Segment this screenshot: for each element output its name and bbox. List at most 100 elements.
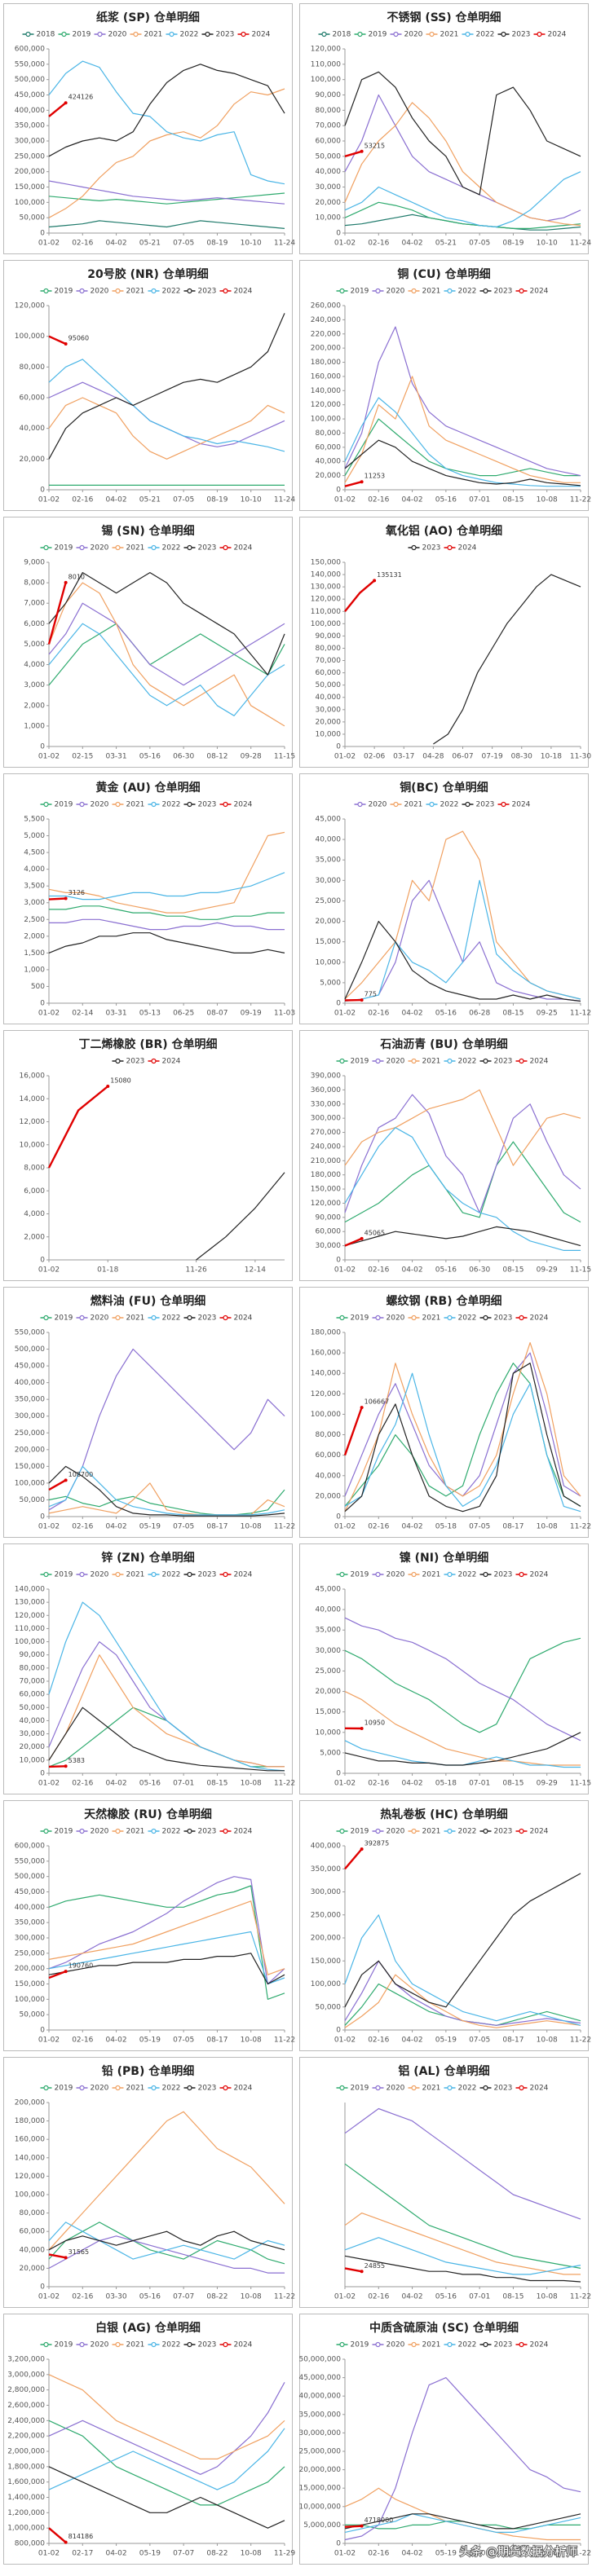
x-tick-label: 10-08	[537, 2550, 558, 2558]
y-tick-label: 100,000	[15, 1996, 45, 2004]
legend-label: 2018	[37, 31, 55, 39]
legend-marker	[519, 1828, 524, 1834]
y-tick-label: 120,000	[15, 302, 45, 310]
legend-label: 2020	[387, 1058, 405, 1066]
legend-label: 2021	[144, 31, 163, 39]
x-tick-label: 10-08	[537, 1523, 558, 1531]
panel-border	[3, 1800, 293, 2051]
series-line	[48, 2374, 285, 2459]
x-tick-label: 01-02	[38, 2550, 60, 2558]
data-label: 814186	[68, 2533, 94, 2540]
y-tick-label: 20,000,000	[298, 2466, 341, 2474]
x-tick-label: 11-12	[570, 1010, 591, 1018]
x-tick-label: 01-02	[38, 2037, 60, 2045]
legend-marker	[43, 801, 49, 808]
legend-label: 2024	[530, 1828, 549, 1836]
legend-label: 2023	[422, 544, 441, 553]
legend-label: 2020	[91, 2085, 109, 2093]
legend-label: 2020	[387, 1828, 405, 1836]
data-label: 15080	[110, 1077, 130, 1084]
y-tick-label: 0	[336, 2027, 341, 2035]
y-tick-label: 60,000	[20, 2228, 46, 2236]
y-tick-label: 50,000	[20, 214, 46, 222]
y-tick-label: 40,000,000	[298, 2393, 341, 2401]
y-tick-label: 110,000	[311, 60, 341, 68]
x-tick-label: 11-22	[570, 2550, 591, 2558]
panel-border	[299, 1800, 589, 2051]
legend-label: 2023	[494, 2085, 513, 2093]
legend-marker	[465, 31, 471, 37]
y-tick-label: 500,000	[15, 1345, 45, 1354]
legend-marker	[115, 544, 121, 551]
series-line	[344, 102, 581, 227]
y-tick-label: 150,000	[15, 1980, 45, 1988]
y-tick-label: 5,000,000	[303, 2521, 341, 2530]
y-tick-label: 6,000	[24, 1187, 45, 1196]
legend-label: 2022	[162, 544, 181, 553]
y-tick-label: 16,000	[20, 1072, 46, 1081]
legend-label: 2024	[234, 544, 253, 553]
legend-marker	[519, 1314, 524, 1321]
x-tick-label: 02-06	[364, 753, 385, 761]
legend-label: 2024	[162, 1058, 181, 1066]
panel-border	[3, 3, 293, 254]
legend-label: 2020	[91, 1314, 109, 1323]
legend-label: 2024	[234, 801, 253, 809]
x-tick-label: 05-16	[435, 1266, 457, 1275]
series-line	[48, 1465, 285, 1517]
end-marker	[64, 101, 68, 105]
x-tick-label: 04-28	[422, 753, 444, 761]
legend-label: 2024	[530, 288, 549, 296]
x-tick-label: 08-17	[502, 2037, 524, 2045]
y-tick-label: 300,000	[311, 1115, 341, 1123]
y-tick-label: 5,000	[24, 832, 45, 840]
y-tick-label: 4,000	[24, 661, 45, 669]
legend-label: 2019	[55, 288, 73, 296]
y-tick-label: 350,000	[15, 1396, 45, 1404]
legend-marker	[339, 1058, 345, 1064]
legend-marker	[519, 1058, 524, 1064]
legend-marker	[43, 288, 49, 294]
x-tick-label: 10-08	[241, 2550, 262, 2558]
data-label: 135131	[377, 571, 402, 579]
legend-marker	[151, 2341, 157, 2348]
x-tick-label: 04-02	[105, 240, 126, 248]
legend-marker	[223, 2341, 228, 2348]
y-tick-label: 2,500	[24, 916, 45, 924]
y-tick-label: 40,000	[20, 2246, 46, 2254]
panel-border	[299, 517, 589, 768]
y-tick-label: 5,000	[320, 979, 341, 987]
y-tick-label: 30,000	[316, 1242, 342, 1250]
chart-title: 热轧卷板 (HC) 仓单明细	[380, 1808, 508, 1821]
series-line	[48, 2222, 285, 2260]
chart-panel: 丁二烯橡胶 (BR) 仓单明细 2023 2024 0 2,000 4,000 6,000 8…	[3, 1030, 293, 1281]
panel-border	[299, 1543, 589, 1794]
legend-label: 2019	[351, 1828, 369, 1836]
legend-marker	[115, 801, 121, 808]
legend-marker	[79, 544, 85, 551]
y-tick-label: 50,000	[316, 681, 342, 689]
legend-marker	[187, 1314, 192, 1321]
y-tick-label: 0	[40, 1513, 45, 1521]
legend-marker	[115, 1058, 121, 1064]
y-tick-label: 500,000	[15, 1873, 45, 1881]
chart-panel: 不锈钢 (SS) 仓单明细 2018 2019 2020 2021 2022 2023 202…	[299, 3, 591, 254]
legend-label: 2020	[387, 1314, 405, 1323]
x-tick-label: 08-19	[206, 496, 228, 504]
y-tick-label: 120,000	[311, 1390, 341, 1398]
y-tick-label: 90,000	[20, 1651, 46, 1659]
y-tick-label: 1,200,000	[7, 2509, 45, 2517]
x-tick-label: 05-18	[435, 1780, 457, 1788]
y-tick-label: 40,000	[316, 458, 342, 466]
end-marker	[360, 480, 364, 484]
end-marker	[360, 998, 364, 1002]
y-tick-label: 0	[336, 2540, 341, 2548]
y-tick-label: 40,000	[316, 1606, 342, 1614]
y-tick-label: 15,000	[316, 938, 342, 946]
y-tick-label: 150,000	[311, 559, 341, 567]
series-line	[344, 879, 581, 1002]
data-label: 106667	[364, 1398, 390, 1406]
panel-border	[3, 2057, 293, 2308]
series-line	[344, 1237, 363, 1247]
